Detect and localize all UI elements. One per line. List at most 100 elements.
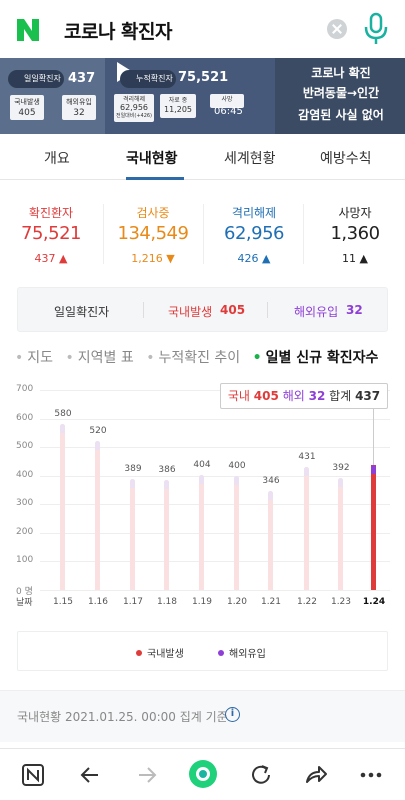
tab-domestic[interactable]: 국내현황	[126, 151, 178, 167]
bar-value-label: 400	[228, 460, 246, 471]
forward-arrow-icon[interactable]	[134, 762, 160, 788]
chart-bar-cap	[95, 441, 100, 451]
green-dot-icon[interactable]	[187, 758, 219, 790]
chart-bar-1.23[interactable]	[338, 478, 343, 590]
filter-cumulative[interactable]: 누적확진 추이	[146, 350, 240, 366]
microphone-icon[interactable]	[362, 12, 390, 46]
naver-home-icon[interactable]	[20, 762, 46, 788]
chart-legend: 국내발생 해외유입	[17, 631, 388, 671]
bar-value-label: 386	[158, 464, 176, 475]
filter-daily-new[interactable]: 일별 신규 확진자수	[253, 350, 379, 366]
info-icon[interactable]: i	[225, 707, 240, 722]
stat-label: 사망자	[338, 206, 372, 220]
share-icon[interactable]	[303, 762, 329, 788]
daily-label: 일일확진자	[54, 305, 110, 319]
y-tick-label: 500	[16, 441, 34, 452]
tab-world[interactable]: 세계현황	[224, 151, 276, 167]
chart-bar-cap	[234, 475, 239, 485]
stat-change: 1,216	[131, 252, 163, 265]
chart-bar-1.15[interactable]	[60, 424, 65, 590]
x-tick-label: 1.16	[87, 597, 109, 607]
bottom-nav	[0, 748, 405, 800]
x-tick-label: 1.21	[260, 597, 282, 607]
active-tab-indicator	[126, 177, 184, 180]
data-source-footer: 국내현황 2021.01.25. 00:00 집계 기준 i	[0, 690, 405, 742]
daily-local-value: 405	[220, 303, 246, 317]
bar-value-label: 346	[262, 476, 280, 487]
chart-tooltip: 국내 405 해외 32 합계 437	[220, 383, 388, 409]
bar-value-label: 392	[332, 463, 350, 473]
back-arrow-icon[interactable]	[78, 762, 104, 788]
legend-overseas[interactable]: 해외유입	[218, 645, 266, 660]
refresh-icon[interactable]	[248, 762, 274, 788]
clear-search-icon[interactable]	[327, 19, 347, 39]
banner-cum-label: 누적확진자	[120, 70, 176, 88]
stat-value: 1,360	[330, 223, 380, 244]
banner-headline-2: 반려동물→인간	[302, 86, 380, 100]
chart-bar-1.20[interactable]	[234, 475, 239, 590]
more-icon[interactable]	[358, 762, 384, 788]
chart-bar-overseas-segment	[371, 465, 376, 475]
naver-logo-icon[interactable]	[15, 17, 41, 43]
stat-testing: 검사중 134,549 1,216 ▼	[108, 204, 198, 265]
search-query[interactable]: 코로나 확진자	[64, 21, 173, 43]
y-tick-label: 300	[16, 498, 34, 509]
aggregation-note: 국내현황 2021.01.25. 00:00 집계 기준	[17, 710, 228, 724]
stat-deaths: 사망자 1,360 11 ▲	[310, 204, 400, 265]
daily-cases-box: 일일확진자 국내발생 405 해외유입 32	[17, 287, 388, 332]
grid-line	[40, 590, 390, 591]
y-tick-label: 100	[16, 555, 34, 566]
stat-value: 75,521	[21, 223, 81, 244]
banner-local: 국내발생 405	[10, 95, 44, 120]
stat-value: 62,956	[224, 223, 284, 244]
x-tick-label: 1.23	[330, 597, 352, 607]
banner-overseas: 해외유입 32	[62, 95, 96, 120]
x-axis-label: 날짜	[16, 598, 33, 608]
arrow-up-icon: ▲	[359, 252, 368, 265]
daily-overseas-label: 해외유입	[294, 305, 339, 319]
banner-cum-value: 75,521	[178, 70, 229, 85]
chart-bar-cap	[304, 466, 309, 476]
video-banner[interactable]: 일일확진자 437 국내발생 405 해외유입 32 누적확진자 75,521 격리…	[0, 58, 405, 134]
x-tick-label: 1.19	[191, 597, 213, 607]
arrow-down-icon: ▼	[166, 252, 175, 265]
banner-testing: 자료 중 11,205	[160, 94, 196, 118]
legend-local[interactable]: 국내발생	[136, 645, 184, 660]
filter-region-table[interactable]: 지역별 표	[65, 350, 133, 366]
chart-bar-1.22[interactable]	[304, 466, 309, 590]
grid-line	[40, 504, 390, 506]
daily-local-label: 국내발생	[168, 305, 213, 319]
grid-line	[40, 447, 390, 449]
bar-value-label: 580	[54, 409, 72, 420]
daily-overseas-value: 32	[346, 303, 363, 317]
chart-bar-1.19[interactable]	[199, 474, 204, 590]
tab-overview[interactable]: 개요	[44, 151, 70, 167]
tab-bar: 개요 국내현황 세계현황 예방수칙	[0, 134, 405, 180]
bar-value-label: 404	[193, 459, 211, 470]
stat-change: 437	[34, 252, 56, 265]
bar-value-label: 389	[124, 463, 142, 474]
y-tick-label: 400	[16, 469, 34, 480]
tab-prevention[interactable]: 예방수칙	[320, 151, 372, 167]
chart-bar-1.24[interactable]	[371, 465, 376, 590]
chart-bar-1.16[interactable]	[95, 441, 100, 590]
filter-map[interactable]: 지도	[15, 350, 53, 366]
chart-bar-cap	[60, 424, 65, 434]
x-tick-label: 1.17	[122, 597, 144, 607]
banner-released: 격리해제 62,956 전일대비(+426)	[114, 94, 154, 122]
stat-change: 11	[342, 252, 357, 265]
x-tick-label: 1.18	[156, 597, 178, 607]
stat-value: 134,549	[117, 223, 189, 244]
x-tick-label: 1.24	[362, 597, 386, 607]
chart-filters: 지도 지역별 표 누적확진 추이 일별 신규 확진자수	[15, 347, 386, 367]
grid-line	[40, 475, 390, 477]
grid-line	[40, 532, 390, 534]
x-tick-label: 1.15	[52, 597, 74, 607]
chart-bar-1.17[interactable]	[130, 478, 135, 590]
banner-headline-1: 코로나 확진	[311, 66, 371, 80]
stat-released: 격리해제 62,956 426 ▲	[209, 204, 299, 265]
chart-bar-1.18[interactable]	[164, 479, 169, 590]
chart-bar-1.21[interactable]	[268, 491, 273, 590]
stat-label: 확진환자	[28, 206, 74, 220]
stat-change: 426	[237, 252, 259, 265]
